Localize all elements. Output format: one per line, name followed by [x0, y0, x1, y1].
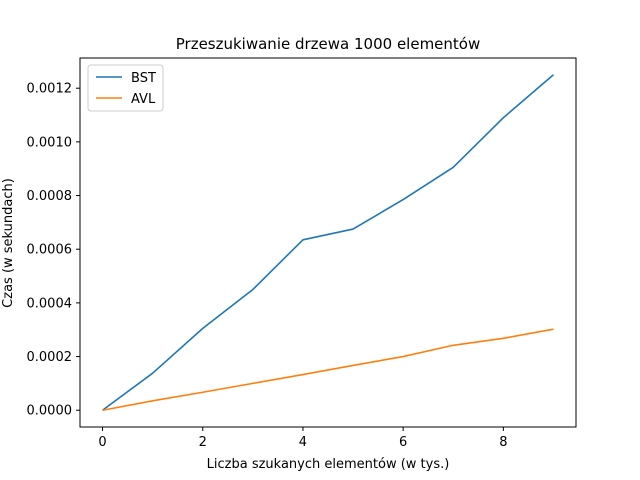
legend-label-bst: BST [131, 71, 156, 86]
x-axis-label: Liczba szukanych elementów (w tys.) [207, 457, 450, 472]
plot-frame [79, 57, 577, 428]
legend: BST AVL [87, 64, 164, 112]
chart-title: Przeszukiwanie drzewa 1000 elementów [176, 35, 481, 53]
legend-label-avl: AVL [131, 92, 156, 107]
x-tick-label: 8 [499, 435, 507, 450]
y-tick-label: 0.0002 [27, 350, 73, 365]
y-axis-label: Czas (w sekundach) [1, 178, 16, 308]
y-tick-label: 0.0000 [27, 404, 73, 419]
x-tick-label: 0 [98, 435, 106, 450]
y-tick-label: 0.0004 [27, 296, 73, 311]
series-line-bst [102, 74, 554, 411]
series-line-avl [102, 328, 554, 412]
y-tick-label: 0.0006 [27, 243, 73, 258]
y-tick-label: 0.0008 [27, 189, 73, 204]
y-axis-ticks: 0.0000 0.0002 0.0004 0.0006 0.0008 0.0010 0.00… [27, 82, 80, 419]
x-tick-label: 4 [299, 435, 307, 450]
plot-lines [102, 74, 554, 412]
y-tick-label: 0.0012 [27, 82, 73, 97]
x-axis-ticks: 0 2 4 6 8 [98, 427, 507, 450]
y-tick-label: 0.0010 [27, 135, 73, 150]
x-tick-label: 6 [399, 435, 407, 450]
x-tick-label: 2 [199, 435, 207, 450]
